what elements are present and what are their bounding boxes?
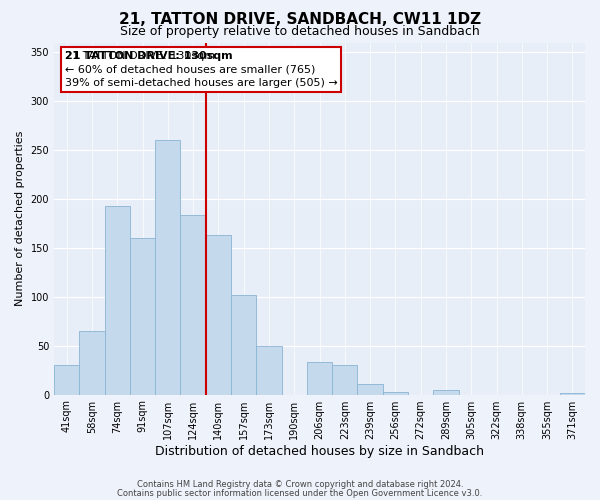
Bar <box>79 331 104 394</box>
Bar <box>130 238 155 394</box>
Text: 21 TATTON DRIVE: 130sqm: 21 TATTON DRIVE: 130sqm <box>65 52 232 62</box>
Bar <box>256 346 281 395</box>
Bar <box>206 235 231 394</box>
Bar <box>358 384 383 394</box>
X-axis label: Distribution of detached houses by size in Sandbach: Distribution of detached houses by size … <box>155 444 484 458</box>
Bar <box>560 392 585 394</box>
Text: Contains public sector information licensed under the Open Government Licence v3: Contains public sector information licen… <box>118 488 482 498</box>
Bar <box>104 206 130 394</box>
Y-axis label: Number of detached properties: Number of detached properties <box>15 131 25 306</box>
Text: 21, TATTON DRIVE, SANDBACH, CW11 1DZ: 21, TATTON DRIVE, SANDBACH, CW11 1DZ <box>119 12 481 28</box>
Text: Size of property relative to detached houses in Sandbach: Size of property relative to detached ho… <box>120 25 480 38</box>
Bar <box>332 365 358 394</box>
Bar <box>433 390 458 394</box>
Text: 21 TATTON DRIVE: 130sqm
← 60% of detached houses are smaller (765)
39% of semi-d: 21 TATTON DRIVE: 130sqm ← 60% of detache… <box>65 52 337 88</box>
Bar <box>307 362 332 394</box>
Bar <box>181 214 206 394</box>
Bar <box>54 365 79 394</box>
Bar <box>383 392 408 394</box>
Bar <box>231 295 256 394</box>
Bar <box>155 140 181 394</box>
Text: Contains HM Land Registry data © Crown copyright and database right 2024.: Contains HM Land Registry data © Crown c… <box>137 480 463 489</box>
